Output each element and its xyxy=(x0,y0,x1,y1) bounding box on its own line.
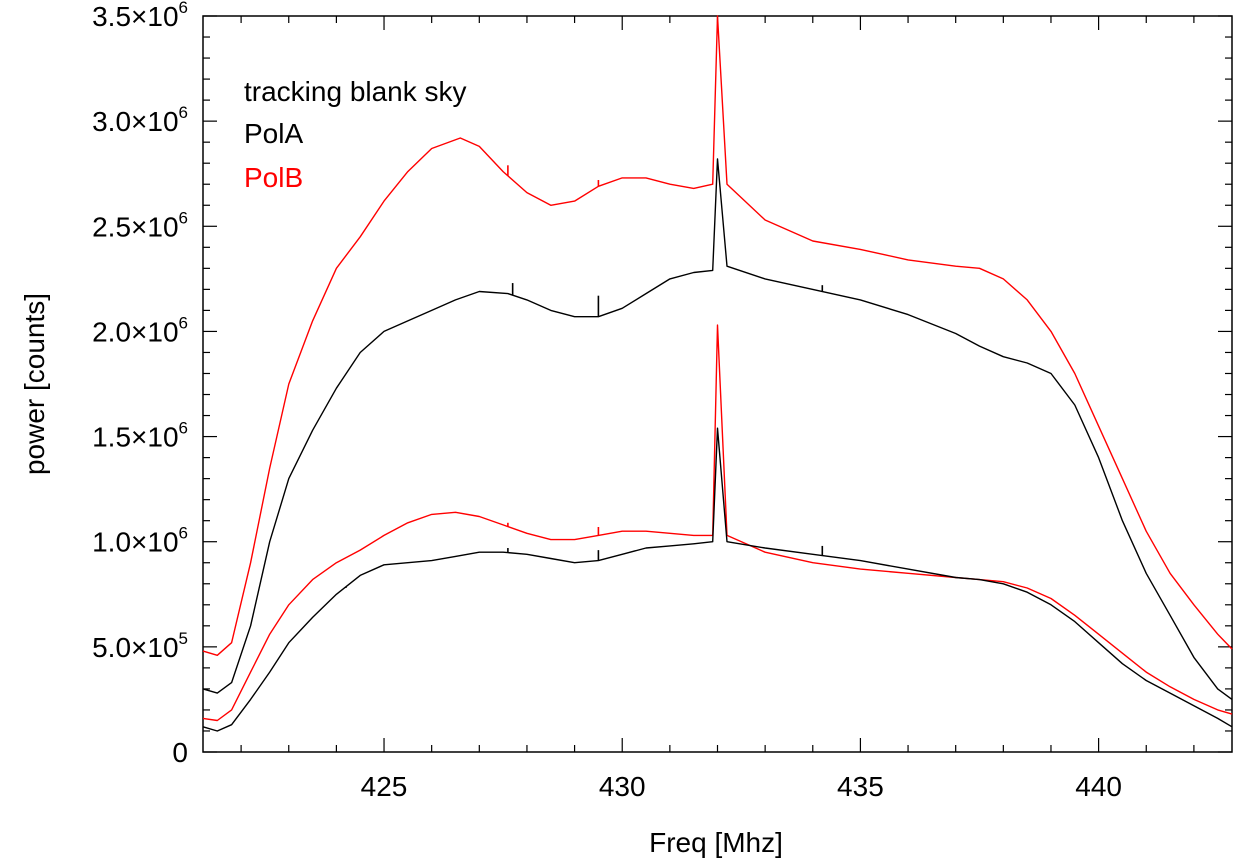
y-tick-label: 2.0×106 xyxy=(92,313,188,347)
legend-entry-2: PolB xyxy=(244,162,303,193)
series-group xyxy=(202,15,1233,732)
x-tick-label: 435 xyxy=(837,771,884,802)
legend: tracking blank sky PolA PolB xyxy=(244,76,467,193)
y-tick-label: 0 xyxy=(172,737,188,768)
plot-frame xyxy=(202,15,1233,753)
series-line-0 xyxy=(202,15,1233,656)
x-axis-title: Freq [Mhz] xyxy=(649,827,783,858)
y-axis-title: power [counts] xyxy=(19,293,50,475)
y-tick-label: 3.0×106 xyxy=(92,103,188,137)
y-axis-ticks: 0 5.0×105 1.0×106 1.5×106 2.0×106 2.5×106 3.0×… xyxy=(92,0,1232,768)
y-tick-label: 1.0×106 xyxy=(92,524,188,558)
y-tick-label: 3.5×106 xyxy=(92,0,188,32)
x-tick-label: 440 xyxy=(1075,771,1122,802)
legend-entry-1: PolA xyxy=(244,118,303,149)
y-tick-label: 5.0×105 xyxy=(92,629,188,663)
y-tick-label: 2.5×106 xyxy=(92,208,188,242)
x-tick-label: 430 xyxy=(599,771,646,802)
series-line-1 xyxy=(202,158,1233,700)
series-line-3 xyxy=(202,427,1233,732)
series-line-2 xyxy=(202,324,1233,722)
x-axis-ticks: 425 430 435 440 xyxy=(240,16,1195,802)
x-tick-label: 425 xyxy=(361,771,408,802)
y-tick-label: 1.5×106 xyxy=(92,419,188,453)
legend-entry-0: tracking blank sky xyxy=(244,76,467,107)
